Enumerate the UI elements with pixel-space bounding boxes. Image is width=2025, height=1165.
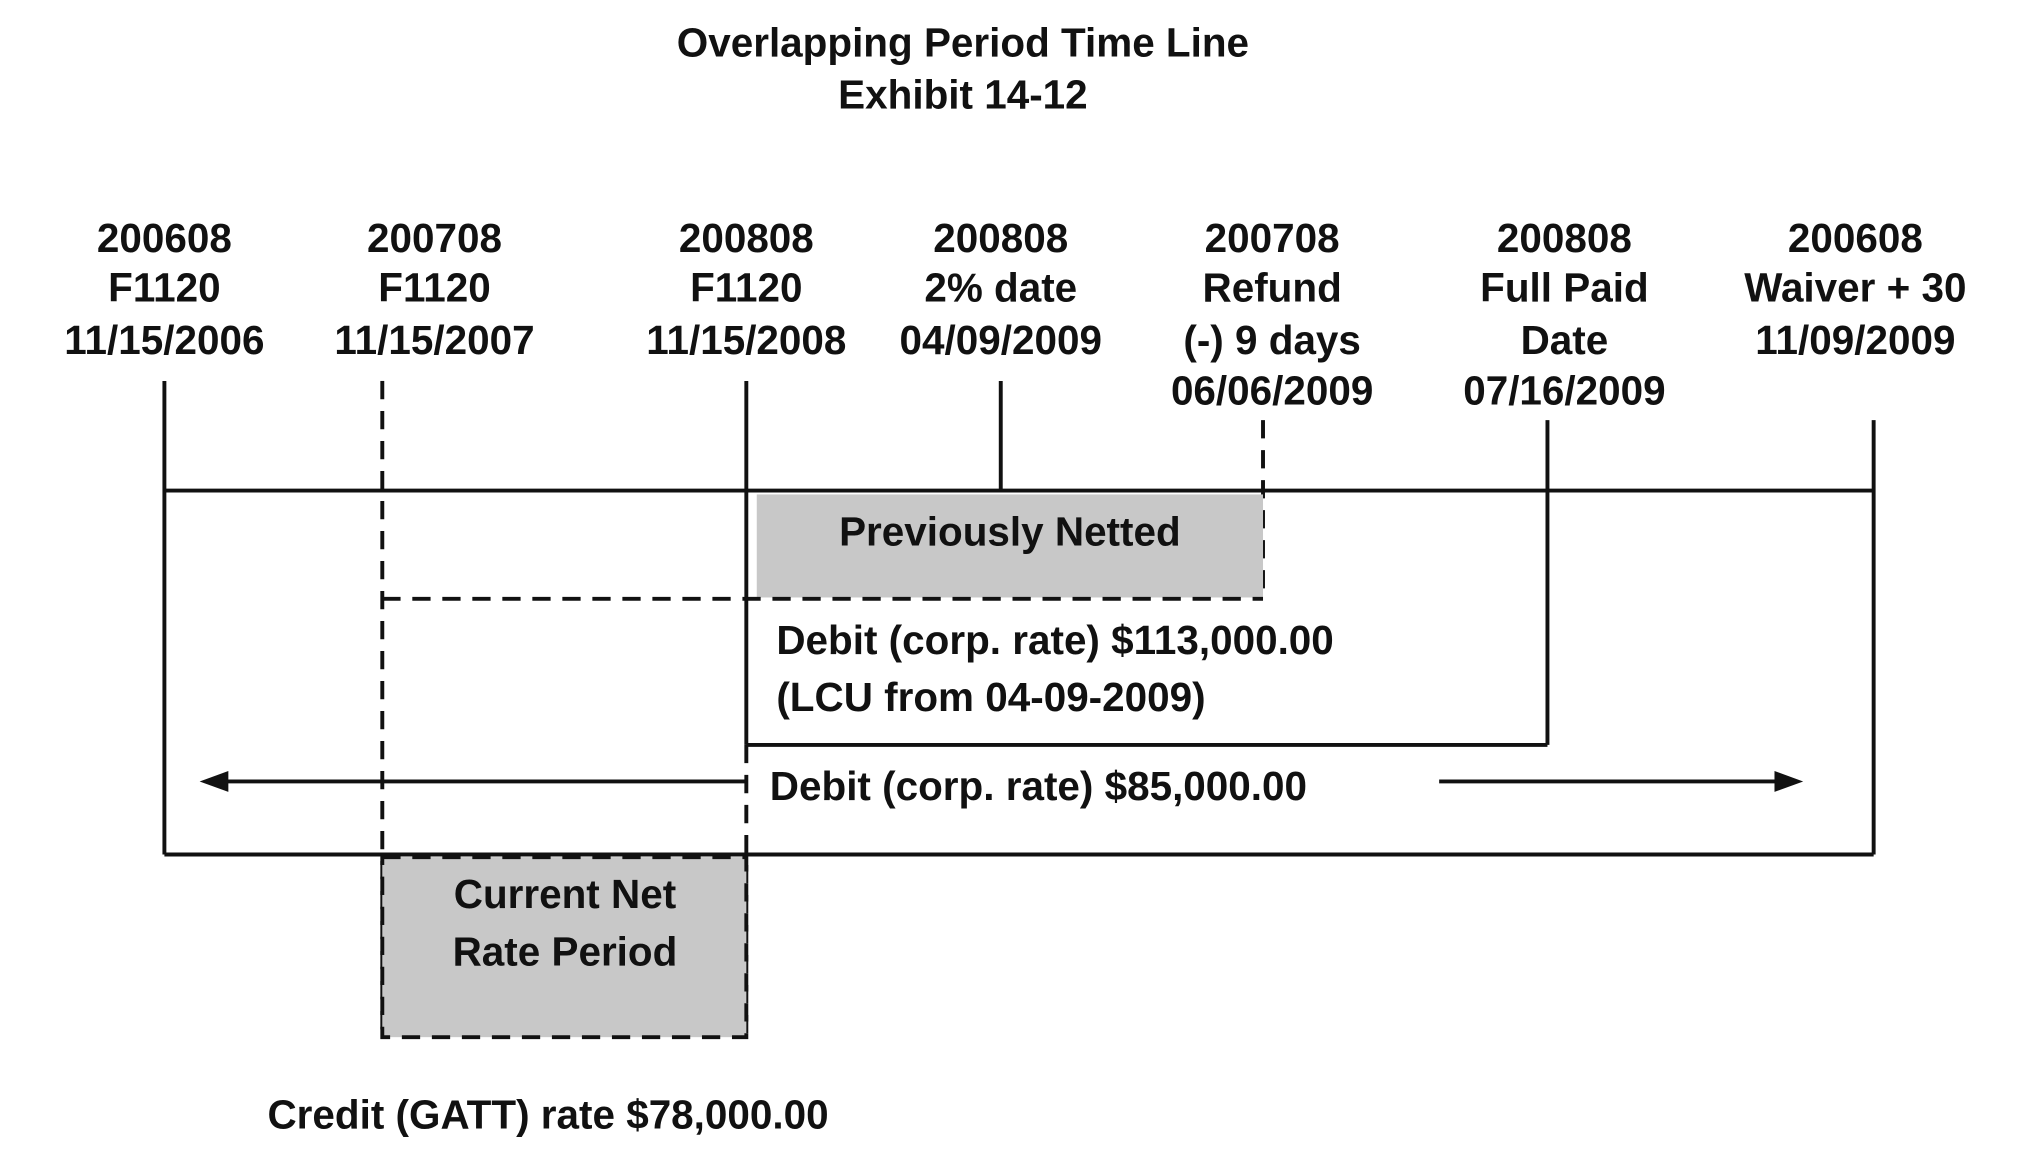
marker-label: 04/09/2009 — [900, 317, 1102, 363]
marker-label: 11/15/2007 — [334, 317, 534, 363]
debit-label: Debit (corp. rate) $113,000.00 — [776, 617, 1333, 663]
marker-label: 200608 — [97, 215, 232, 261]
marker-label: Refund — [1203, 265, 1342, 311]
marker-label: 200808 — [679, 215, 814, 261]
marker-label: 11/15/2006 — [64, 317, 264, 363]
marker-label: F1120 — [108, 265, 220, 311]
marker-label: 200808 — [1497, 215, 1632, 261]
marker-label: 200608 — [1788, 215, 1923, 261]
credit-label: Credit (GATT) rate $78,000.00 — [267, 1092, 828, 1138]
subtitle: Exhibit 14-12 — [838, 72, 1087, 118]
marker-label: (-) 9 days — [1183, 317, 1361, 363]
marker-label: Waiver + 30 — [1744, 265, 1966, 311]
current-net: Rate Period — [453, 929, 678, 975]
debit-note: (LCU from 04-09-2009) — [776, 674, 1205, 720]
timeline — [162, 380, 1876, 1040]
marker-label: 11/15/2008 — [646, 317, 846, 363]
marker-labels: 200608F112011/15/2006200708F112011/15/20… — [64, 215, 1966, 414]
marker-label: 11/09/2009 — [1755, 317, 1955, 363]
marker-label: 2% date — [924, 265, 1077, 311]
marker-label: 200708 — [1205, 215, 1340, 261]
debit-label: Debit (corp. rate) $85,000.00 — [770, 763, 1307, 809]
marker-label: F1120 — [690, 265, 802, 311]
previously-netted: Previously Netted — [839, 509, 1181, 555]
marker-label: 07/16/2009 — [1463, 368, 1665, 414]
current-net: Current Net — [454, 871, 676, 917]
marker-label: F1120 — [378, 265, 490, 311]
marker-label: 200708 — [367, 215, 502, 261]
marker-label: Full Paid — [1480, 265, 1649, 311]
marker-label: Date — [1521, 317, 1609, 363]
marker-label: 06/06/2009 — [1171, 368, 1373, 414]
marker-label: 200808 — [933, 215, 1068, 261]
title: Overlapping Period Time Line — [677, 19, 1249, 65]
